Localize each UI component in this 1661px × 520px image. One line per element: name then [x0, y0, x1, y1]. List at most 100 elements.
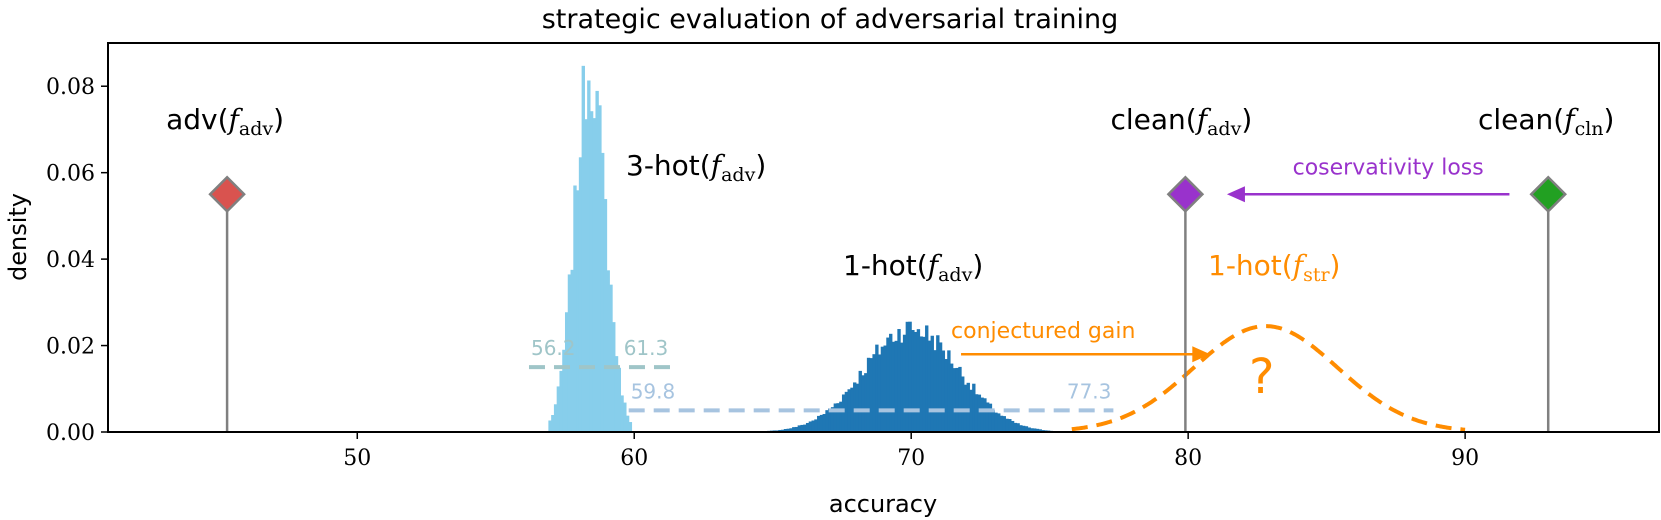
histogram-bar	[999, 415, 1004, 432]
histogram-bar	[916, 329, 921, 432]
histogram-bar	[781, 429, 785, 432]
histogram-bar	[600, 152, 605, 433]
histogram-bar	[911, 330, 915, 432]
histogram-bar	[972, 383, 976, 432]
histogram-bar	[894, 340, 898, 432]
x-axis-label: accuracy	[829, 490, 937, 518]
x-axis: 50 60 70 80 90	[343, 432, 1479, 471]
histogram-bar	[822, 414, 826, 432]
marker-diamond-0	[208, 175, 246, 214]
histogram-bar	[858, 370, 862, 432]
histogram-bar	[969, 389, 973, 432]
histogram-1-hot-adv-1	[764, 321, 1059, 432]
histogram-bar	[891, 341, 896, 432]
histogram-bar	[805, 422, 810, 432]
histogram-bar	[955, 367, 959, 432]
histogram-bar	[1016, 423, 1020, 432]
histogram-bar	[797, 425, 802, 432]
histogram-bar	[803, 424, 807, 432]
histogram-bar	[617, 367, 621, 432]
y-tick-label: 0.04	[46, 248, 95, 273]
histogram-bar	[559, 370, 563, 432]
dashed-curve-str	[1071, 324, 1466, 432]
histogram-bar	[587, 80, 591, 432]
histogram-bar	[625, 415, 630, 432]
unknown-annotation: ?	[1249, 349, 1274, 405]
histogram-bar	[573, 185, 577, 432]
histogram-bar	[936, 335, 940, 432]
histogram-bar	[570, 269, 574, 432]
histogram-bar	[844, 391, 849, 432]
y-tick-label: 0.02	[46, 335, 95, 360]
histogram-3-hot-adv-0	[548, 65, 633, 433]
histogram-bar	[595, 90, 599, 432]
histogram-bar	[551, 415, 555, 432]
histogram-bar	[1002, 416, 1006, 432]
y-axis-label: density	[4, 193, 32, 281]
histogram-bar	[789, 428, 793, 432]
histogram-bar	[886, 337, 890, 432]
histogram-bar	[947, 350, 951, 432]
histogram-bar	[612, 322, 616, 432]
histogram-bar	[1005, 418, 1009, 432]
histogram-bar	[913, 331, 918, 432]
histogram-bar	[919, 336, 923, 432]
histogram-bar	[584, 119, 588, 432]
histogram-bar	[880, 346, 885, 432]
interval-label-to: 61.3	[624, 336, 669, 360]
histogram-bar	[825, 410, 829, 432]
y-axis: 0.00 0.02 0.04 0.06 0.08	[46, 75, 108, 446]
arrow-head-1	[1192, 346, 1211, 363]
histogram-bar	[938, 342, 943, 432]
histogram-bar	[1030, 428, 1034, 432]
histogram-bar	[961, 376, 965, 432]
histogram-bar	[794, 426, 799, 432]
histogram-bar	[883, 345, 887, 432]
histogram-bar	[548, 420, 552, 432]
histogram-bar	[933, 350, 937, 432]
histogram-bar	[786, 428, 790, 432]
histogram-bar	[927, 340, 932, 432]
histogram-bar	[997, 413, 1001, 432]
plot-area: 56.2 61.3 59.8 77.3 ? coservativity loss conje…	[166, 65, 1614, 433]
histogram-bar	[567, 274, 572, 432]
histogram-bar	[908, 321, 912, 432]
histogram-bar	[1008, 419, 1012, 432]
histogram-bar	[872, 354, 876, 432]
histogram-bar	[1019, 425, 1023, 432]
histogram-bar	[861, 375, 865, 432]
histogram-bar	[623, 402, 627, 432]
histogram-bar	[589, 111, 594, 433]
histogram-bar	[817, 415, 821, 432]
interval-label-from: 56.2	[531, 336, 576, 360]
histogram-bar	[900, 342, 904, 432]
histogram-bar	[988, 403, 993, 432]
marker-diamond-2	[1529, 175, 1567, 214]
histogram-bar	[897, 329, 901, 432]
series-label-1-hot-str: 1-hot(fstr)	[1208, 249, 1340, 286]
histogram-bar	[783, 429, 788, 432]
histogram-bar	[994, 412, 998, 432]
histogram-bar	[836, 403, 840, 432]
histogram-bar	[847, 389, 851, 432]
interval-label-to: 77.3	[1067, 379, 1112, 403]
histogram-bar	[592, 118, 597, 433]
histogram-bar	[609, 284, 613, 432]
histogram-bar	[828, 408, 832, 432]
histogram-bar	[1010, 420, 1015, 432]
histogram-bar	[889, 333, 893, 432]
x-tick-label: 90	[1451, 446, 1479, 471]
histogram-bar	[866, 357, 871, 432]
arrow-label-conjectured-gain: conjectured gain	[951, 319, 1135, 344]
histogram-bar	[855, 383, 860, 432]
histogram-bar	[980, 397, 984, 432]
histogram-bar	[814, 419, 818, 432]
histogram-bar	[811, 420, 815, 432]
y-tick-label: 0.06	[46, 162, 95, 187]
histogram-bar	[628, 422, 633, 432]
y-tick-label: 0.08	[46, 75, 95, 100]
histogram-bar	[576, 190, 580, 432]
histogram-bar	[853, 382, 857, 432]
histogram-bar	[877, 354, 882, 432]
